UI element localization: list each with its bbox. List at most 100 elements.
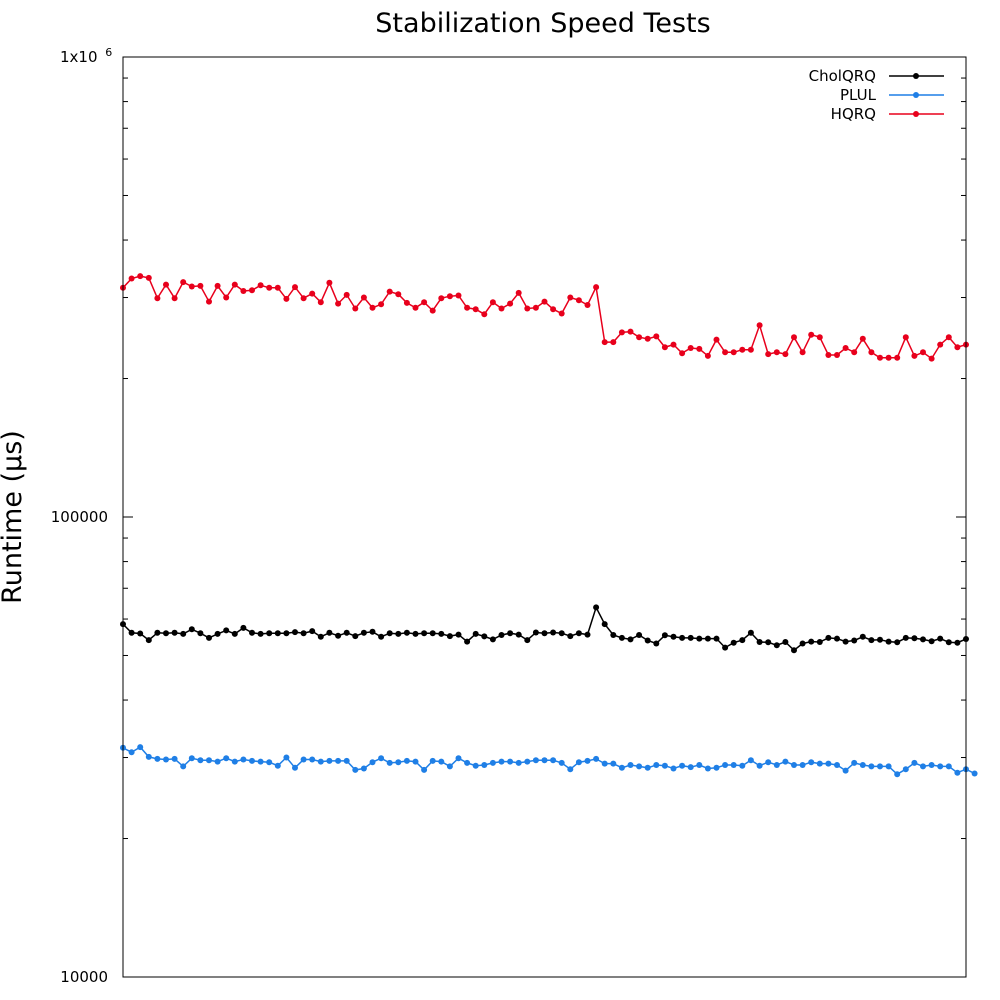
data-point-cholqrq [472,630,479,637]
data-point-plul [343,757,350,764]
data-point-plul [378,755,385,762]
data-point-plul [309,756,316,763]
data-point-cholqrq [446,633,453,640]
data-point-plul [326,757,333,764]
data-point-hqrq [283,295,290,302]
data-point-cholqrq [163,630,169,637]
data-point-plul [618,764,625,771]
data-point-plul [335,757,342,764]
data-point-hqrq [713,336,720,343]
data-point-cholqrq [834,635,840,642]
data-point-hqrq [326,279,333,286]
data-point-plul [661,762,668,769]
data-point-plul [937,763,944,770]
data-point-plul [352,766,359,773]
data-point-plul [395,759,402,766]
legend-swatch-marker-hqrq [913,111,919,117]
data-point-hqrq [386,288,393,295]
data-point-plul [163,756,169,763]
chart-title: Stabilization Speed Tests [375,8,710,39]
data-point-hqrq [266,284,273,291]
data-point-hqrq [515,289,522,296]
data-point-plul [240,756,247,763]
legend-label-hqrq: HQRQ [831,105,876,123]
data-point-hqrq [171,295,178,302]
data-point-hqrq [524,305,531,312]
data-point-hqrq [550,306,557,313]
data-point-cholqrq [412,630,419,637]
data-point-hqrq [455,292,462,299]
data-point-plul [154,755,161,762]
data-point-hqrq [722,349,729,356]
data-point-cholqrq [756,639,763,645]
data-point-plul [171,755,178,762]
data-point-cholqrq [902,634,909,641]
data-point-plul [842,767,849,774]
data-point-cholqrq [378,633,385,640]
data-point-cholqrq [481,633,488,640]
data-point-cholqrq [249,629,255,636]
data-point-cholqrq [395,630,402,637]
series-hqrq [120,273,969,362]
data-point-cholqrq [197,630,204,637]
data-point-hqrq [223,294,230,301]
data-point-hqrq [911,352,918,359]
data-point-plul [593,755,600,762]
data-point-cholqrq [231,630,238,637]
data-point-hqrq [679,350,686,357]
data-point-hqrq [180,279,187,286]
data-point-cholqrq [584,631,591,638]
data-point-plul [868,763,875,770]
data-point-hqrq [937,341,944,348]
data-point-plul [438,758,445,765]
data-point-hqrq [808,331,815,338]
data-point-hqrq [791,334,797,341]
data-point-hqrq [421,299,428,306]
data-point-hqrq [653,333,660,340]
data-point-cholqrq [911,635,918,642]
data-point-hqrq [532,304,539,311]
series-plul [120,744,978,778]
data-point-plul [627,762,634,768]
data-point-cholqrq [154,629,161,636]
series-line-plul [122,746,975,776]
data-point-plul [825,760,832,767]
data-point-hqrq [360,294,367,301]
y-tick-label-top-exponent: 6 [105,46,112,59]
data-point-cholqrq [859,633,866,640]
data-point-cholqrq [661,632,668,639]
data-point-cholqrq [429,630,436,637]
data-point-hqrq [472,306,479,313]
data-point-hqrq [128,275,135,282]
data-point-hqrq [868,349,875,356]
plot-frame [122,56,967,978]
data-point-plul [481,762,488,768]
data-point-plul [851,759,858,766]
data-point-hqrq [877,354,883,361]
axis-ticks [123,56,966,978]
data-point-plul [421,766,428,773]
data-point-cholqrq [722,644,729,651]
data-point-hqrq [644,335,651,342]
data-point-cholqrq [386,630,393,637]
data-point-cholqrq [309,628,316,635]
data-point-plul [704,765,711,772]
data-point-plul [292,764,298,771]
data-point-hqrq [670,341,677,348]
data-point-hqrq [197,282,204,289]
data-point-plul [283,754,290,761]
data-point-hqrq [584,302,591,308]
data-point-cholqrq [317,633,324,640]
data-point-cholqrq [747,629,754,636]
data-point-plul [782,758,789,765]
y-tick-label-bottom: 10000 [60,968,108,986]
data-point-cholqrq [610,632,617,638]
data-point-plul [524,758,531,765]
data-point-cholqrq [532,629,539,636]
legend-swatch-marker-plul [913,92,919,98]
data-point-cholqrq [679,634,686,641]
data-point-plul [885,763,892,770]
data-point-plul [369,759,376,766]
data-point-plul [877,763,883,770]
data-point-hqrq [747,346,754,353]
